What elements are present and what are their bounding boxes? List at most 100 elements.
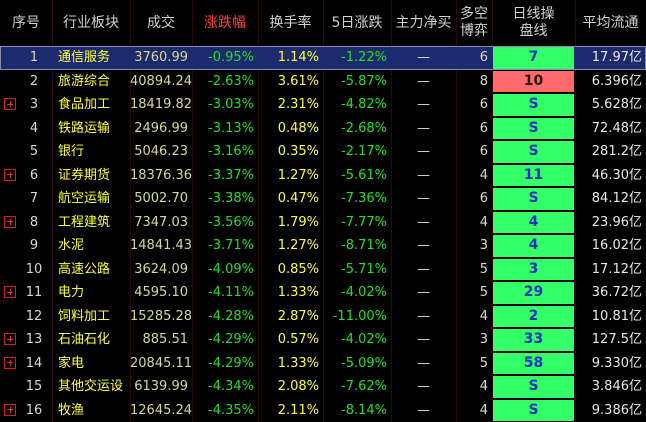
table-cell: 1.27% — [277, 238, 319, 253]
table-cell: 1.79% — [277, 214, 319, 230]
table-cell: 3.846亿 — [591, 379, 642, 394]
table-row[interactable]: 8 工程建筑 7347.03 -3.56% 1.79% -7.77% — 4 4 23.96亿 — [0, 211, 646, 235]
column-header: 换手率 — [269, 14, 312, 31]
table-cell: -7.77% — [341, 214, 387, 230]
table-cell: 15 — [25, 379, 43, 394]
column-header: 主力净买 — [395, 14, 452, 31]
table-cell: 5046.23 — [134, 144, 188, 159]
expand-toggle[interactable] — [4, 286, 16, 298]
table-cell: 84.12亿 — [591, 191, 642, 206]
table-row[interactable]: 10 高速公路 3624.09 -4.09% 0.85% -5.71% — 5 3 17.12亿 — [0, 258, 646, 282]
table-cell: -4.34% — [208, 379, 254, 394]
table-cell: 5 — [479, 261, 488, 277]
table-row[interactable]: 14 家电 20845.11 -4.29% 1.33% -5.09% — 5 58 9.330亿 — [0, 352, 646, 376]
table-cell: 4 — [479, 214, 488, 230]
table-cell: 6 — [479, 97, 488, 112]
signal-cell: 3 — [493, 258, 574, 280]
table-cell: 14 — [25, 355, 43, 371]
column-divider — [192, 0, 193, 422]
column-header: 行业板块 — [63, 14, 119, 31]
table-cell: — — [417, 97, 430, 112]
table-cell: 证券期货 — [58, 167, 111, 183]
table-cell: 牧渔 — [58, 402, 85, 418]
table-cell: 7 — [29, 191, 39, 206]
table-cell: 14841.43 — [130, 238, 192, 253]
expand-toggle[interactable] — [4, 356, 16, 369]
table-cell: -4.09% — [208, 261, 254, 277]
signal-cell: S — [493, 141, 574, 163]
table-cell: 16 — [25, 402, 43, 418]
table-cell: -8.71% — [341, 238, 387, 253]
table-row[interactable]: 12 饲料加工 15285.28 -4.28% 2.87% -11.00% — 4 2 10.81… — [0, 305, 646, 329]
table-row[interactable]: 2 旅游综合 40894.24 -2.63% 3.61% -5.87% — 8 10 6.396亿 — [0, 70, 646, 94]
table-cell: 通信服务 — [58, 50, 111, 65]
table-row[interactable]: 3 食品加工 18419.82 -3.03% 2.31% -4.82% — 6 S 5.628亿 — [0, 93, 646, 117]
table-row[interactable]: 5 银行 5046.23 -3.16% 0.35% -2.17% — 6 S 281.2亿 — [0, 140, 646, 164]
signal-cell: 29 — [493, 282, 574, 304]
table-cell: — — [417, 285, 430, 300]
table-cell: 高速公路 — [58, 261, 111, 277]
table-cell: -2.17% — [341, 144, 387, 159]
table-cell: -4.11% — [208, 285, 254, 300]
table-row[interactable]: 4 铁路运输 2496.99 -3.13% 0.48% -2.68% — 6 S 72.48亿 — [0, 117, 646, 141]
table-cell: 12 — [25, 308, 43, 324]
table-cell: 0.85% — [277, 261, 319, 277]
table-cell: -5.61% — [341, 167, 387, 183]
table-row[interactable]: 6 证券期货 18376.36 -3.37% 1.27% -5.61% — 4 11 46.30亿 — [0, 164, 646, 188]
table-cell: 1.14% — [277, 50, 319, 65]
table-cell: 5002.70 — [134, 191, 188, 206]
table-row[interactable]: 16 牧渔 12645.24 -4.35% 2.11% -8.14% — 4 S 9.386亿 — [0, 399, 646, 422]
table-cell: -3.16% — [208, 144, 254, 159]
column-header: 平均流通 — [582, 14, 639, 31]
signal-cell: 33 — [493, 329, 574, 351]
table-cell: -8.14% — [341, 402, 387, 418]
table-cell: 10.81亿 — [591, 308, 642, 324]
expand-toggle[interactable] — [4, 215, 16, 228]
table-row[interactable]: 11 电力 4595.10 -4.11% 1.33% -4.02% — 5 29 36.72亿 — [0, 281, 646, 305]
table-cell: 1 — [29, 50, 39, 65]
table-cell: -2.63% — [208, 73, 254, 89]
table-cell: 2.87% — [277, 308, 319, 324]
table-row[interactable]: 7 航空运输 5002.70 -3.38% 0.47% -7.36% — 6 S 84.12亿 — [0, 187, 646, 211]
table-cell: -3.37% — [208, 167, 254, 183]
table-cell: 3624.09 — [134, 261, 188, 277]
table-cell: -4.82% — [341, 97, 387, 112]
table-cell: — — [417, 308, 430, 324]
table-cell: -0.95% — [208, 50, 254, 65]
table-cell: 6.396亿 — [591, 73, 642, 89]
column-divider — [456, 0, 457, 422]
signal-cell: S — [493, 94, 574, 116]
table-cell: 0.57% — [277, 332, 319, 347]
table-cell: 4 — [479, 308, 488, 324]
table-cell: 2 — [29, 73, 39, 89]
table-cell: 10 — [25, 261, 43, 277]
table-row[interactable]: 9 水泥 14841.43 -3.71% 1.27% -8.71% — 3 4 16.02亿 — [0, 234, 646, 258]
table-row[interactable]: 1 通信服务 3760.99 -0.95% 1.14% -1.22% — 6 7 17.97亿 — [0, 46, 646, 70]
signal-cell: 2 — [493, 305, 574, 327]
signal-cell: S — [493, 117, 574, 139]
table-cell: 5 — [479, 355, 488, 371]
table-cell: — — [417, 379, 430, 394]
column-divider — [323, 0, 324, 422]
table-cell: 6 — [479, 120, 488, 136]
table-cell: 17.97亿 — [591, 50, 642, 65]
column-header: 涨跌幅 — [204, 14, 246, 31]
table-cell: 11 — [25, 285, 43, 300]
table-cell: 16.02亿 — [591, 238, 642, 253]
expand-toggle[interactable] — [4, 168, 16, 181]
column-header: 5日涨跌 — [331, 14, 383, 31]
table-cell: 36.72亿 — [591, 285, 642, 300]
table-cell: 4 — [479, 402, 488, 418]
expand-toggle[interactable] — [4, 98, 16, 110]
table-row[interactable]: 15 其他交运设 6139.99 -4.34% 2.08% -7.62% — 4 S 3.846亿 — [0, 375, 646, 399]
table-cell: -5.09% — [341, 355, 387, 371]
table-cell: 旅游综合 — [58, 73, 111, 89]
table-cell: 铁路运输 — [58, 120, 111, 136]
expand-toggle[interactable] — [4, 333, 16, 345]
table-row[interactable]: 13 石油石化 885.51 -4.29% 0.57% -4.02% —3 33 127.5亿 — [0, 328, 646, 352]
table-cell: 6 — [29, 167, 39, 183]
expand-toggle[interactable] — [4, 403, 16, 416]
table-cell: 1.27% — [277, 167, 319, 183]
table-cell: -5.87% — [341, 73, 387, 89]
table-cell: 6 — [479, 50, 488, 65]
